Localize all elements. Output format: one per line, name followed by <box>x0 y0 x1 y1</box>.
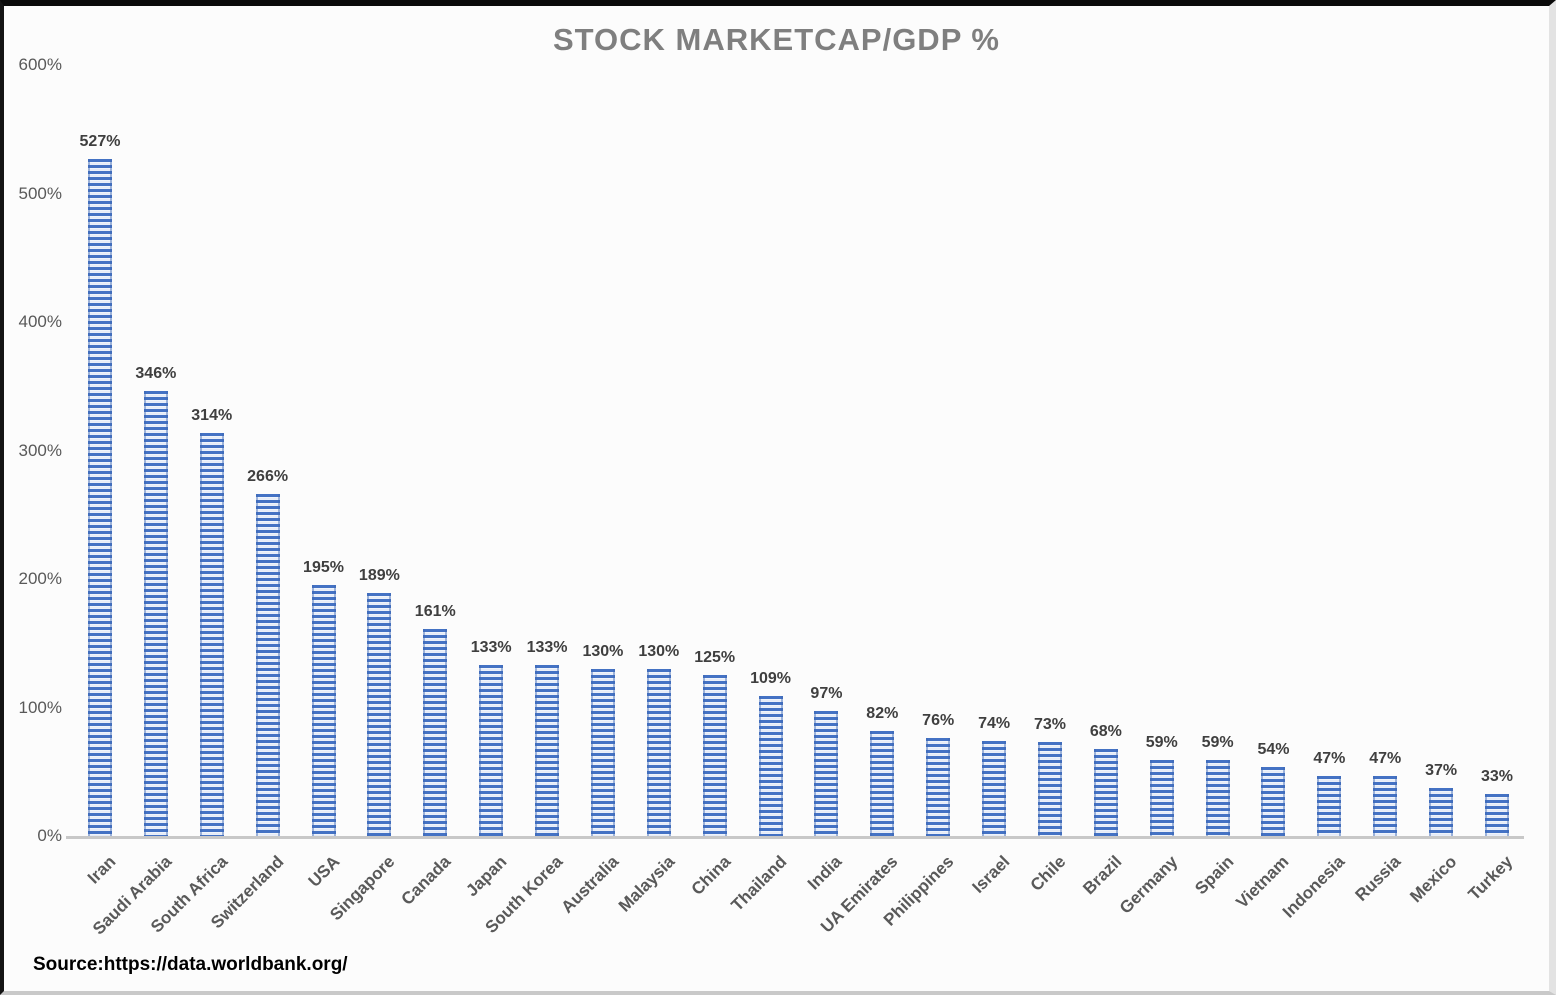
bar-malaysia <box>646 668 671 836</box>
bar-china <box>702 675 727 836</box>
chart-title: STOCK MARKETCAP/GDP % <box>552 22 1000 57</box>
bar-mexico <box>1429 788 1454 836</box>
bar-value-label: 314% <box>191 406 233 424</box>
bar-value-label: 74% <box>978 714 1011 732</box>
bar-value-label: 97% <box>810 685 843 703</box>
bar-value-label: 59% <box>1145 734 1178 752</box>
bar-japan <box>479 665 504 836</box>
bar-philippines <box>926 738 951 836</box>
bar-canada <box>423 629 448 836</box>
y-axis-tick-label: 300% <box>18 440 62 460</box>
y-axis-tick-label: 600% <box>18 55 62 74</box>
bar-value-label: 82% <box>866 704 899 722</box>
bar-vietnam <box>1261 766 1286 836</box>
bar-australia <box>590 668 615 836</box>
bar-value-label: 54% <box>1257 740 1290 758</box>
bar-value-label: 266% <box>247 468 289 486</box>
source-note: Source:https://data.worldbank.org/ <box>33 954 348 975</box>
bar-israel <box>982 740 1007 836</box>
bar-thailand <box>758 695 783 836</box>
bar-value-label: 73% <box>1033 716 1066 734</box>
bar-value-label: 133% <box>470 639 512 657</box>
bar-turkey <box>1485 793 1509 836</box>
bar-ua-emirates <box>870 730 895 836</box>
bar-value-label: 37% <box>1425 762 1458 780</box>
bar-saudi-arabia <box>143 391 168 836</box>
y-axis-tick-label: 400% <box>18 312 62 331</box>
bar-value-label: 189% <box>358 567 400 585</box>
bar-iran <box>88 158 112 836</box>
bar-value-label: 161% <box>414 603 456 621</box>
bar-germany <box>1149 760 1174 836</box>
bar-value-label: 68% <box>1089 722 1122 740</box>
bar-india <box>814 711 839 836</box>
bar-south-africa <box>199 432 224 836</box>
bar-value-label: 109% <box>750 669 791 687</box>
bar-value-label: 47% <box>1313 749 1346 767</box>
bar-value-label: 76% <box>922 712 955 730</box>
plot-area: STOCK MARKETCAP/GDP % 0% 100% 200% 300% 400%… <box>4 6 1549 991</box>
bar-value-label: 33% <box>1480 767 1514 785</box>
y-axis-tick-label: 500% <box>18 183 62 203</box>
y-axis-tick-label: 0% <box>37 826 62 845</box>
bar-value-label: 133% <box>526 639 568 657</box>
bar-chile <box>1037 742 1062 836</box>
bar-usa <box>311 585 336 836</box>
bar-value-label: 59% <box>1201 734 1234 752</box>
y-axis-tick-label: 200% <box>18 569 62 588</box>
y-axis-tick-label: 100% <box>18 697 62 717</box>
bar-brazil <box>1093 748 1118 836</box>
bar-spain <box>1205 760 1230 836</box>
bar-value-label: 125% <box>694 649 736 667</box>
bar-value-label: 130% <box>638 642 680 660</box>
x-axis-line <box>66 836 1524 839</box>
bar-south-korea <box>535 665 560 836</box>
bar-value-label: 527% <box>79 132 121 150</box>
bar-russia <box>1373 775 1398 836</box>
bar-value-label: 195% <box>303 559 344 577</box>
bar-switzerland <box>255 494 280 836</box>
bar-value-label: 47% <box>1369 749 1402 767</box>
bar-indonesia <box>1317 775 1342 836</box>
bar-singapore <box>367 593 392 836</box>
bar-value-label: 346% <box>135 365 177 383</box>
bar-value-label: 130% <box>582 642 624 660</box>
